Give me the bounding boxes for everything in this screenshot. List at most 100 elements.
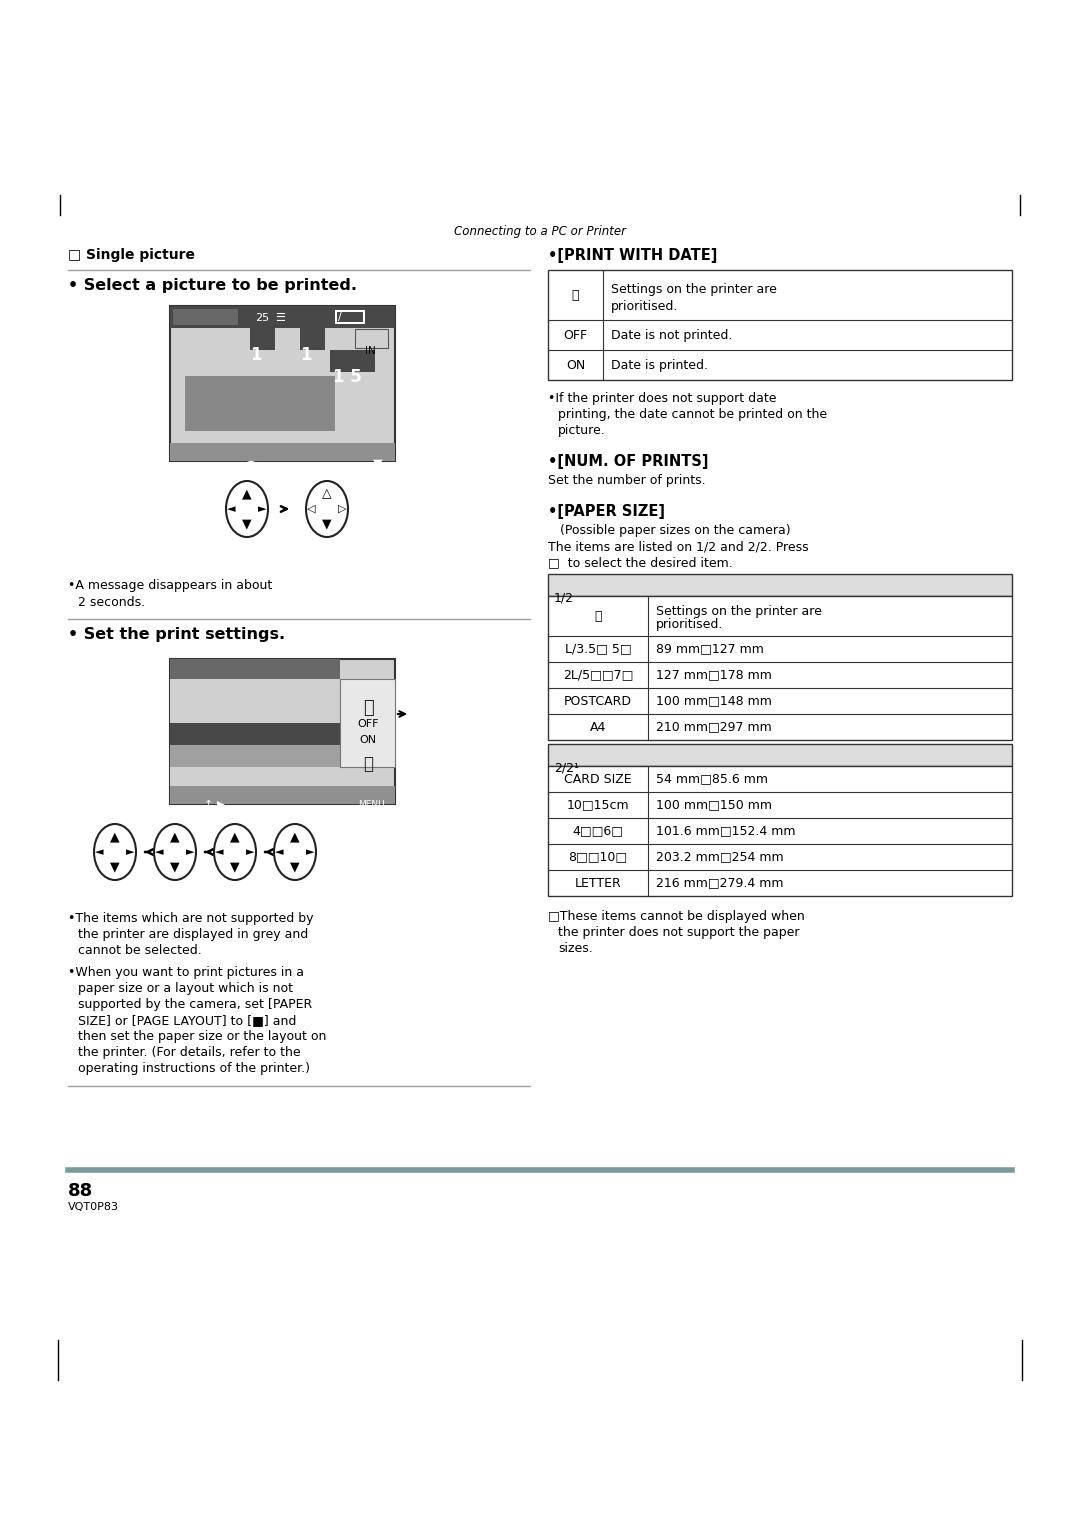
Bar [170, 659, 395, 804]
Bar [335, 310, 365, 324]
Bar [170, 443, 395, 461]
Ellipse shape [274, 824, 316, 881]
Bar [300, 328, 325, 349]
Bar [170, 307, 395, 461]
Text: ◄: ◄ [95, 847, 104, 858]
Text: Set the number of prints.: Set the number of prints. [548, 475, 705, 487]
Text: 127 mm□178 mm: 127 mm□178 mm [656, 668, 772, 682]
Text: 210 mm□297 mm: 210 mm□297 mm [656, 720, 772, 734]
Text: Date is printed.: Date is printed. [611, 359, 708, 371]
Text: sizes.: sizes. [558, 942, 593, 955]
Text: supported by the camera, set [PAPER: supported by the camera, set [PAPER [78, 998, 312, 1012]
Text: 1 5: 1 5 [333, 368, 362, 386]
Text: ↕ ▶: ↕ ▶ [204, 800, 226, 810]
Text: ▼: ▼ [110, 861, 120, 874]
Text: 2/2¹: 2/2¹ [554, 761, 579, 774]
Text: The items are listed on 1/2 and 2/2. Press: The items are listed on 1/2 and 2/2. Pre… [548, 540, 809, 552]
Bar [249, 328, 275, 349]
Text: SIZE] or [PAGE LAYOUT] to [■] and: SIZE] or [PAGE LAYOUT] to [■] and [78, 1013, 296, 1027]
Text: 54 mm□85.6 mm: 54 mm□85.6 mm [656, 772, 768, 786]
Text: ▲: ▲ [230, 830, 240, 842]
Text: ☰: ☰ [275, 313, 285, 324]
Text: ◄: ◄ [275, 847, 284, 858]
Text: POSTCARD: POSTCARD [564, 694, 632, 708]
Text: ▼: ▼ [291, 861, 300, 874]
Bar [170, 786, 395, 804]
Text: ◁: ◁ [308, 504, 315, 514]
Text: printing, the date cannot be printed on the: printing, the date cannot be printed on … [558, 407, 827, 421]
Bar [340, 679, 395, 768]
Text: ▷: ▷ [338, 504, 347, 514]
Text: ►: ► [306, 847, 314, 858]
Text: the printer are displayed in grey and: the printer are displayed in grey and [78, 928, 308, 942]
Text: paper size or a layout which is not: paper size or a layout which is not [78, 983, 293, 995]
Text: prioritised.: prioritised. [611, 299, 678, 313]
Text: cannot be selected.: cannot be selected. [78, 945, 202, 957]
Text: Settings on the printer are: Settings on the printer are [611, 282, 777, 296]
Text: 216 mm□279.4 mm: 216 mm□279.4 mm [656, 876, 783, 890]
Text: ►: ► [186, 847, 194, 858]
Bar [170, 768, 340, 789]
Text: ON: ON [360, 736, 377, 745]
Text: 203.2 mm□254 mm: 203.2 mm□254 mm [656, 850, 784, 864]
Text: 1: 1 [249, 346, 261, 365]
Text: Connecting to a PC or Printer: Connecting to a PC or Printer [454, 224, 626, 238]
Text: operating instructions of the printer.): operating instructions of the printer.) [78, 1062, 310, 1074]
Text: 2L/5□□7□: 2L/5□□7□ [563, 668, 633, 682]
Text: □  to select the desired item.: □ to select the desired item. [548, 555, 732, 569]
Text: ►: ► [246, 847, 255, 858]
Text: A4: A4 [590, 720, 606, 734]
Bar [548, 270, 1012, 380]
Text: □ Single picture: □ Single picture [68, 249, 195, 262]
Text: the printer. (For details, refer to the: the printer. (For details, refer to the [78, 1045, 300, 1059]
Bar [173, 308, 238, 325]
Ellipse shape [214, 824, 256, 881]
Text: ◄►: ◄► [242, 456, 261, 470]
Text: ▼: ▼ [322, 517, 332, 531]
Text: ▲: ▲ [242, 487, 252, 501]
Text: •If the printer does not support date: •If the printer does not support date [548, 392, 777, 404]
Bar [355, 330, 388, 348]
Text: ◄: ◄ [228, 504, 235, 514]
Text: IN: IN [365, 346, 376, 356]
Text: 101.6 mm□152.4 mm: 101.6 mm□152.4 mm [656, 824, 796, 838]
Text: 25: 25 [255, 313, 269, 324]
Text: ⎙: ⎙ [363, 755, 373, 774]
Text: 1: 1 [300, 346, 311, 365]
Text: LETTER: LETTER [575, 876, 621, 890]
Ellipse shape [154, 824, 195, 881]
Text: • Select a picture to be printed.: • Select a picture to be printed. [68, 278, 357, 293]
Text: ON: ON [566, 359, 585, 371]
Bar [170, 700, 340, 723]
Text: •[PRINT WITH DATE]: •[PRINT WITH DATE] [548, 249, 717, 262]
Bar [170, 679, 340, 700]
Text: •[NUM. OF PRINTS]: •[NUM. OF PRINTS] [548, 455, 708, 468]
Text: the printer does not support the paper: the printer does not support the paper [558, 926, 799, 938]
Text: picture.: picture. [558, 424, 606, 436]
Text: /: / [338, 311, 341, 322]
Bar [337, 311, 363, 322]
Ellipse shape [226, 481, 268, 537]
Text: OFF: OFF [564, 328, 588, 342]
Text: •A message disappears in about: •A message disappears in about [68, 578, 272, 592]
Text: VQT0P83: VQT0P83 [68, 1202, 119, 1212]
Bar [548, 766, 1012, 896]
Ellipse shape [306, 481, 348, 537]
Text: 100 mm□150 mm: 100 mm□150 mm [656, 798, 772, 812]
Text: • Set the print settings.: • Set the print settings. [68, 627, 285, 642]
Text: ◄: ◄ [215, 847, 224, 858]
Text: •When you want to print pictures in a: •When you want to print pictures in a [68, 966, 303, 980]
Ellipse shape [94, 824, 136, 881]
Bar [548, 745, 1012, 766]
Text: △: △ [322, 487, 332, 501]
Text: OFF: OFF [357, 719, 379, 729]
Text: Settings on the printer are: Settings on the printer are [656, 604, 822, 618]
Text: 88: 88 [68, 1183, 93, 1199]
Text: •The items which are not supported by: •The items which are not supported by [68, 913, 313, 925]
Text: ⎙: ⎙ [571, 288, 579, 302]
Text: Date is not printed.: Date is not printed. [611, 328, 732, 342]
Bar [548, 597, 1012, 740]
Bar [185, 375, 335, 430]
Text: ▲: ▲ [171, 830, 179, 842]
Text: ⎙: ⎙ [363, 699, 374, 717]
